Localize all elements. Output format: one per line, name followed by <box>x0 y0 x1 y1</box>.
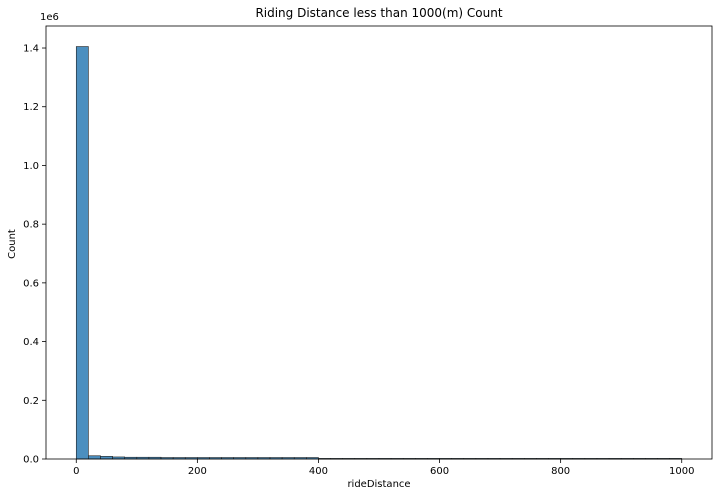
x-tick-label: 200 <box>188 466 207 477</box>
plot-frame <box>45 25 713 460</box>
x-tick-label: 400 <box>309 466 328 477</box>
histogram-bar <box>75 46 89 460</box>
y-tick-label: 0.4 <box>23 337 39 348</box>
y-tick-label: 0.0 <box>23 455 39 466</box>
x-axis-ticks: 0 200 400 600 800 1000 <box>73 459 694 477</box>
histogram-bar <box>88 455 101 460</box>
x-tick-label: 0 <box>73 466 79 477</box>
y-tick-label: 0.2 <box>23 396 39 407</box>
bars-group <box>75 46 683 460</box>
x-tick-label: 600 <box>430 466 449 477</box>
y-tick-label: 1.4 <box>23 44 39 55</box>
chart-title: Riding Distance less than 1000(m) Count <box>255 6 502 20</box>
y-scale-label: 1e6 <box>40 12 59 23</box>
x-axis-label: rideDistance <box>347 479 410 490</box>
y-tick-label: 0.6 <box>23 278 39 289</box>
x-tick-label: 1000 <box>669 466 694 477</box>
y-tick-label: 1.0 <box>23 161 39 172</box>
y-axis-label: Count <box>7 229 18 259</box>
y-axis-ticks: 0.0 0.2 0.4 0.6 0.8 1.0 1.2 1.4 <box>23 44 46 466</box>
y-tick-label: 1.2 <box>23 102 39 113</box>
y-tick-label: 0.8 <box>23 220 39 231</box>
x-tick-label: 800 <box>551 466 570 477</box>
